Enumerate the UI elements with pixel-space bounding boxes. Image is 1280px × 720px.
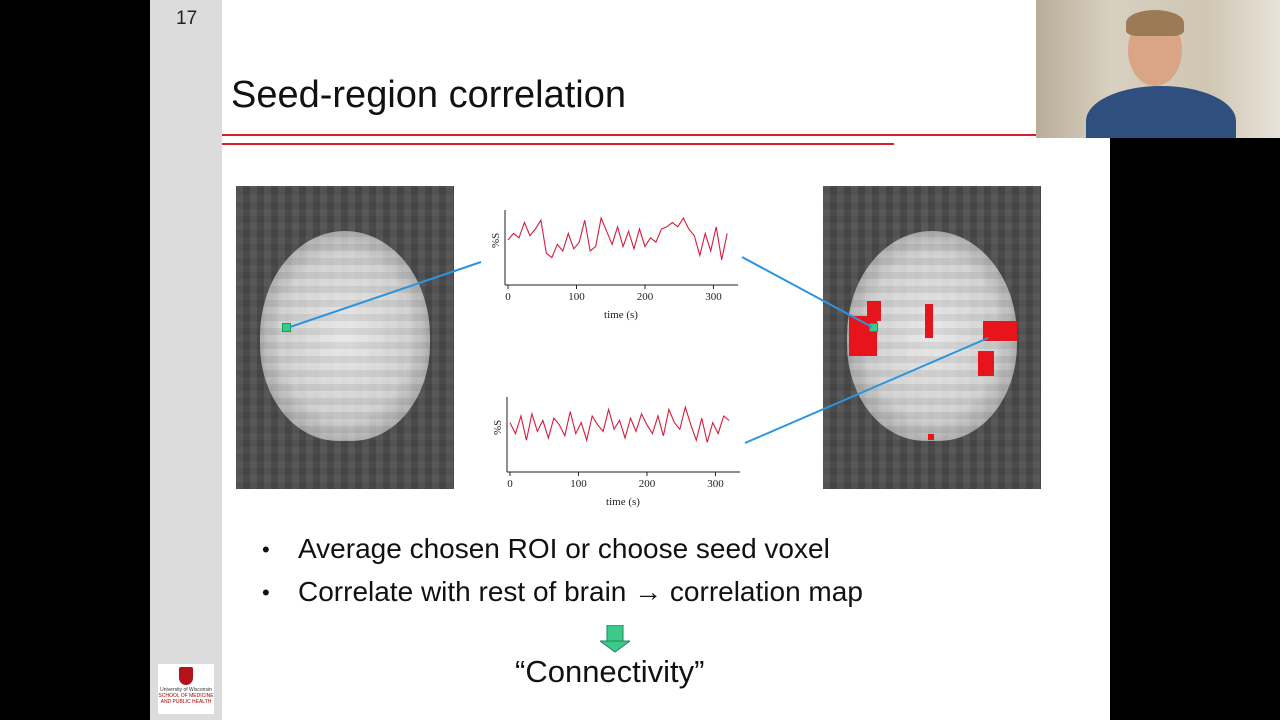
presenter-webcam xyxy=(1036,0,1280,138)
bullet-item: Average chosen ROI or choose seed voxel xyxy=(258,533,863,576)
down-arrow-icon xyxy=(600,625,630,653)
x-axis-label: time (s) xyxy=(604,309,638,321)
bullet-item: Correlate with rest of brain → correlati… xyxy=(258,576,863,619)
x-tick-label: 0 xyxy=(505,291,511,303)
seed-voxel xyxy=(869,323,878,332)
activation-blob xyxy=(867,301,881,321)
activation-blob xyxy=(925,304,933,338)
x-tick-label: 300 xyxy=(707,478,724,490)
seed-voxel xyxy=(282,323,291,332)
activation-blob xyxy=(978,351,994,376)
bullet-list: Average chosen ROI or choose seed voxel … xyxy=(258,533,863,619)
title-rule-2 xyxy=(222,143,894,145)
x-tick-label: 100 xyxy=(568,291,585,303)
slide-sidebar: 17 University of Wisconsin SCHOOL OF MED… xyxy=(150,0,222,720)
uw-crest-icon xyxy=(179,667,193,685)
activation-blob xyxy=(928,434,934,440)
y-axis-label: %S xyxy=(492,420,504,435)
x-tick-label: 300 xyxy=(705,291,722,303)
signal-trace xyxy=(507,216,728,260)
activation-blob xyxy=(983,321,1017,341)
uw-logo: University of Wisconsin SCHOOL OF MEDICI… xyxy=(158,664,214,714)
slide-title: Seed-region correlation xyxy=(231,74,627,116)
x-tick-label: 200 xyxy=(637,291,654,303)
y-axis-label: %S xyxy=(490,233,502,248)
brain-image-correlation-map xyxy=(823,186,1041,489)
x-axis-label: time (s) xyxy=(606,496,640,508)
brain-image-seed xyxy=(236,186,454,489)
title-rule xyxy=(222,134,1110,136)
connectivity-label: “Connectivity” xyxy=(515,654,705,689)
x-tick-label: 0 xyxy=(507,478,513,490)
slide: 17 University of Wisconsin SCHOOL OF MED… xyxy=(150,0,1110,720)
signal-trace xyxy=(509,405,730,443)
logo-line2: SCHOOL OF MEDICINE AND PUBLIC HEALTH xyxy=(158,693,214,705)
logo-line1: University of Wisconsin xyxy=(160,687,212,693)
x-tick-label: 100 xyxy=(570,478,587,490)
x-tick-label: 200 xyxy=(639,478,656,490)
slide-number: 17 xyxy=(176,8,198,29)
activation-blob xyxy=(849,316,877,356)
